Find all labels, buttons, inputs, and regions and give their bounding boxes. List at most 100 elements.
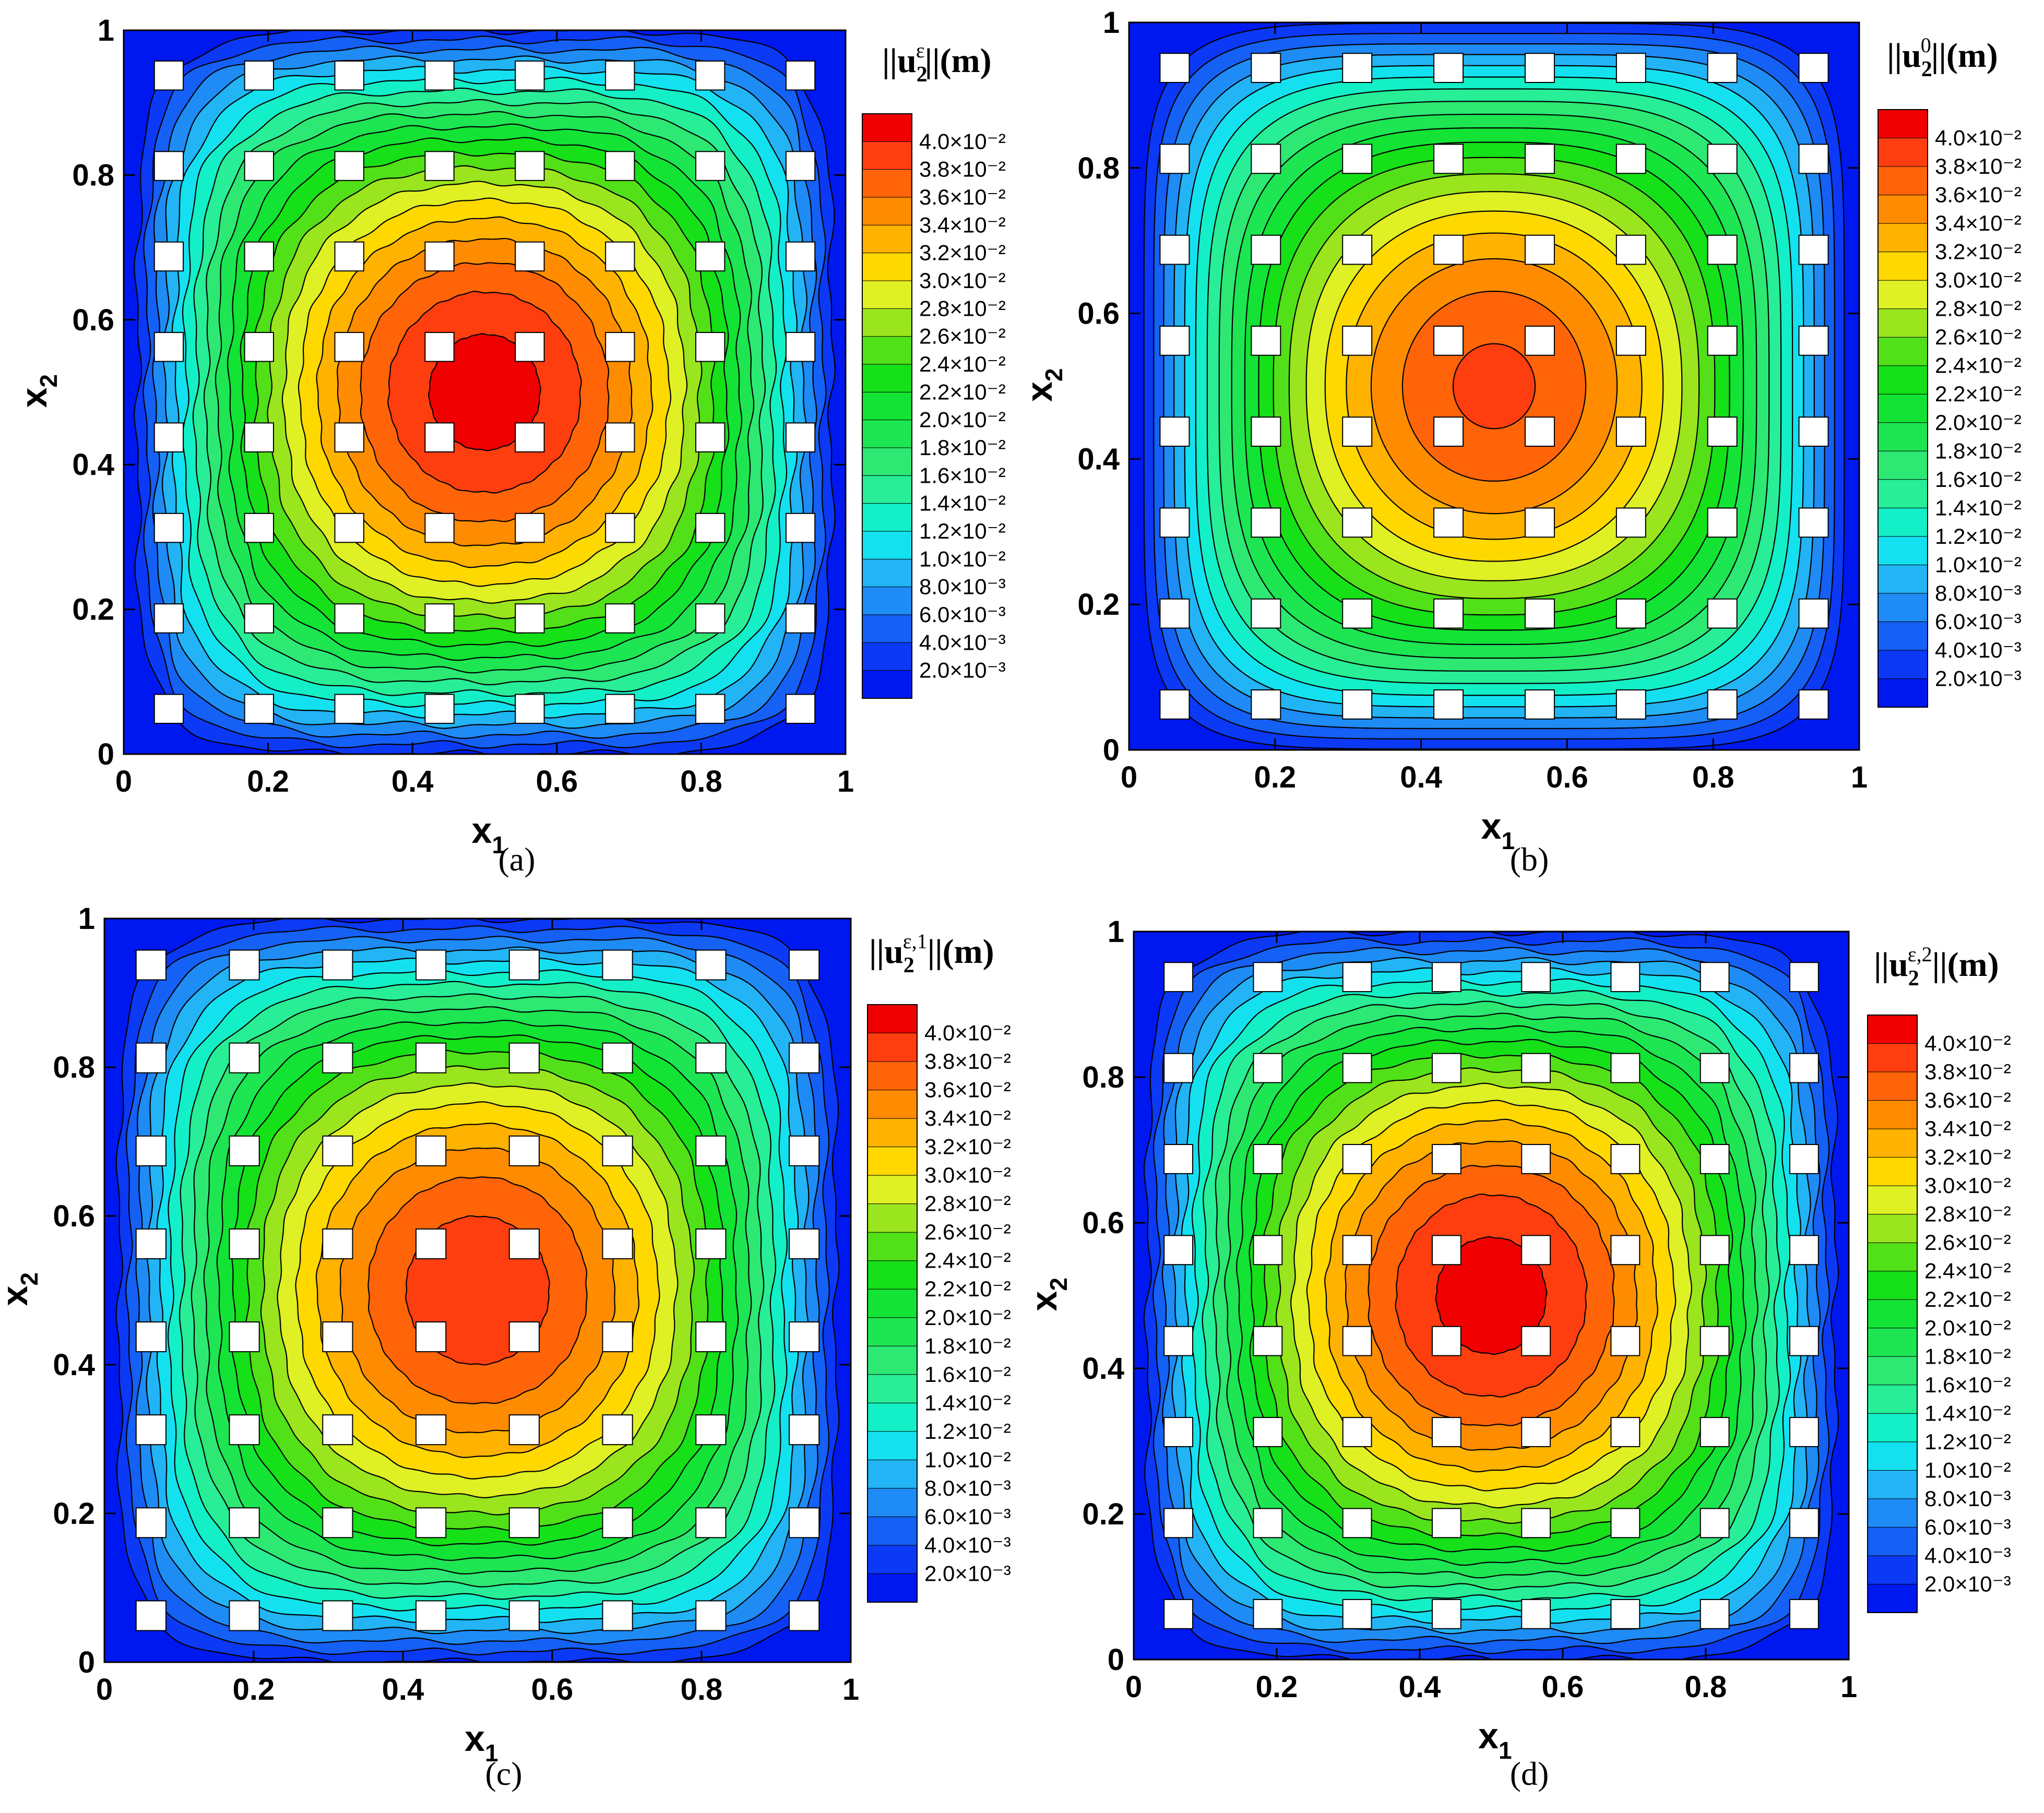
inclusion-hole — [1524, 598, 1555, 629]
y-tick-label: 0.6 — [72, 303, 114, 337]
legend-label: 4.0×10⁻³ — [919, 630, 1006, 654]
legend-label: 3.0×10⁻² — [924, 1163, 1011, 1187]
contour-line-0.006 — [135, 936, 820, 1645]
legend-label: 8.0×10⁻³ — [919, 575, 1006, 599]
legend-label: 3.4×10⁻² — [924, 1106, 1011, 1130]
inclusion-hole — [1615, 234, 1646, 265]
contour-line-0.004 — [1152, 937, 1830, 1654]
legend-label: 1.0×10⁻² — [1935, 552, 2022, 577]
inclusion-hole — [605, 422, 635, 452]
legend-swatch — [862, 615, 912, 643]
inclusion-hole — [424, 422, 455, 452]
legend-swatch — [1868, 1015, 1917, 1044]
inclusion-hole — [1342, 598, 1373, 629]
inclusion-hole — [789, 1414, 820, 1446]
contour-line-0.002 — [1143, 22, 1845, 750]
legend-label: 3.2×10⁻² — [1935, 240, 2022, 264]
legend-label: 3.8×10⁻² — [1924, 1059, 2011, 1084]
inclusion-hole — [1524, 325, 1555, 356]
legend-label: 4.0×10⁻³ — [1924, 1543, 2011, 1568]
inclusion-hole — [1521, 962, 1551, 993]
legend-label: 3.4×10⁻² — [1924, 1116, 2011, 1141]
contour-line-0.036 — [1401, 290, 1587, 482]
inclusion-hole — [1159, 53, 1190, 84]
legend-label: 3.6×10⁻² — [919, 185, 1006, 209]
legend-swatch — [862, 253, 912, 281]
inclusion-hole — [1433, 507, 1464, 538]
inclusion-hole — [1253, 1235, 1283, 1266]
legend: 4.0×10⁻² 3.8×10⁻² 3.6×10⁻² 3.4×10⁻² 3.2×10⁻²… — [1867, 1015, 2011, 1613]
contour-band-0.04 — [429, 333, 541, 451]
inclusion-hole — [508, 1600, 540, 1631]
contour-line-0.018 — [215, 111, 755, 674]
inclusion-hole — [1798, 507, 1829, 538]
legend-swatch — [867, 1517, 917, 1546]
x-tick-label: 0 — [1121, 760, 1137, 794]
y-tick-label: 0 — [1103, 733, 1120, 767]
panel-b: 00 0.2 0.2 0.4 0.4 0.6 0.6 0.8 0.8 1 1 x1 x2 ||u20||(… — [1019, 6, 2022, 878]
inclusion-hole — [1251, 144, 1281, 174]
inclusion-hole — [1251, 598, 1281, 629]
inclusion-hole — [322, 1600, 353, 1631]
legend-label: 2.2×10⁻² — [1935, 381, 2022, 406]
inclusion-hole — [1159, 325, 1190, 356]
inclusion-hole — [1700, 1144, 1730, 1174]
legend-swatch — [1868, 1584, 1917, 1613]
inclusion-hole — [1610, 1235, 1641, 1266]
inclusion-hole — [153, 422, 184, 452]
contour-field — [124, 30, 846, 754]
inclusion-hole — [1342, 234, 1373, 265]
legend-label: 1.2×10⁻² — [924, 1419, 1011, 1444]
inclusion-hole — [515, 694, 545, 724]
inclusion-hole — [1798, 689, 1829, 720]
y-tick-label: 0 — [98, 737, 114, 771]
panel-caption: (a) — [498, 841, 535, 878]
inclusion-hole — [244, 512, 274, 543]
legend-label: 3.2×10⁻² — [919, 241, 1006, 265]
inclusion-hole — [1342, 416, 1373, 447]
inclusion-hole — [785, 151, 816, 181]
inclusion-hole — [1163, 1053, 1194, 1083]
legend-swatch — [862, 531, 912, 559]
legend-label: 2.6×10⁻² — [919, 324, 1006, 349]
inclusion-hole — [515, 603, 545, 634]
legend-swatch — [867, 1118, 917, 1148]
contour-line-0.032 — [316, 216, 653, 568]
contour-line-0.032 — [315, 1123, 640, 1458]
inclusion-hole — [415, 1321, 447, 1353]
inclusion-hole — [1342, 962, 1372, 993]
panel-caption: (d) — [1510, 1755, 1549, 1792]
y-tick-label: 0.8 — [1077, 151, 1120, 185]
inclusion-hole — [244, 151, 274, 181]
inclusion-hole — [602, 1042, 633, 1074]
inclusion-hole — [424, 151, 455, 181]
inclusion-hole — [1789, 1599, 1819, 1629]
contour-line-0.02 — [1244, 127, 1744, 646]
x-tick-label: 0.4 — [391, 765, 434, 798]
inclusion-hole — [1521, 1144, 1551, 1174]
inclusion-hole — [1521, 1326, 1551, 1356]
legend-label: 1.6×10⁻² — [1935, 467, 2022, 492]
x-tick-label: 0 — [96, 1673, 113, 1707]
legend-title: ||u2ε,2||(m) — [1874, 943, 1999, 991]
inclusion-hole — [415, 1228, 447, 1259]
legend-label: 1.4×10⁻² — [1924, 1401, 2011, 1425]
legend-swatch — [867, 1545, 917, 1574]
legend-swatch — [867, 1033, 917, 1062]
inclusion-hole — [789, 1042, 820, 1074]
legend-swatch — [1878, 622, 1928, 651]
legend-label: 6.0×10⁻³ — [924, 1504, 1011, 1529]
legend-swatch — [867, 1090, 917, 1119]
contour-field — [1134, 932, 1849, 1660]
inclusion-hole — [1707, 325, 1738, 356]
inclusion-hole — [135, 1507, 167, 1538]
contour-line-0.038 — [387, 291, 582, 494]
legend: 4.0×10⁻² 3.8×10⁻² 3.6×10⁻² 3.4×10⁻² 3.2×10⁻²… — [1877, 109, 2022, 708]
inclusion-hole — [1798, 53, 1829, 84]
legend-label: 2.4×10⁻² — [1935, 353, 2022, 378]
legend-label: 1.6×10⁻² — [919, 463, 1006, 487]
contour-line-0.016 — [191, 993, 765, 1588]
inclusion-hole — [1342, 325, 1373, 356]
contour-band-0.038 — [1453, 343, 1535, 429]
